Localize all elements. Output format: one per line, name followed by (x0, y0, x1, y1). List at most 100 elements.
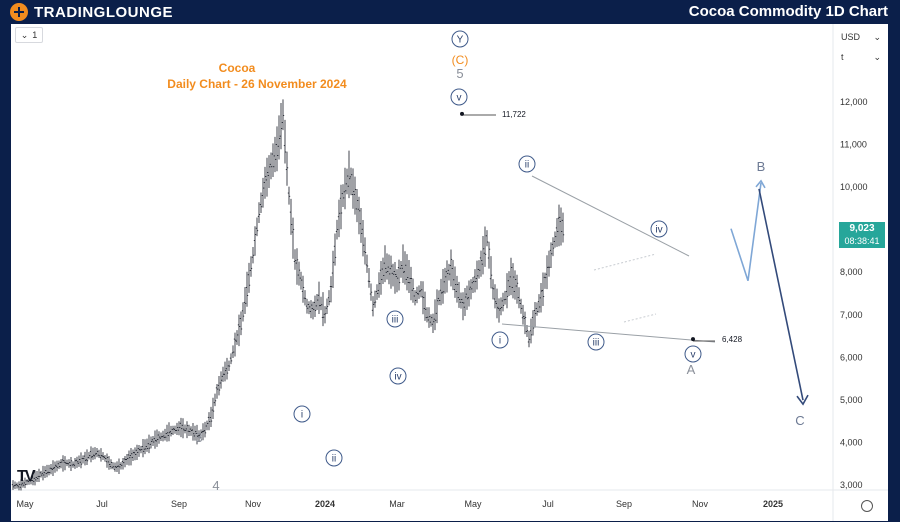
ohlc-bar (347, 150, 351, 199)
ohlc-bar (85, 449, 89, 465)
wave-circle-icon (518, 155, 536, 173)
ohlc-bar (73, 458, 77, 469)
time-tick-label: Nov (245, 499, 262, 509)
price-tick-label: 5,000 (840, 395, 863, 405)
time-axis[interactable]: May Jul Sep Nov 2024 Mar May Jul Sep Nov 2025 (16, 499, 783, 509)
ohlc-bar (369, 283, 373, 301)
wave-label: 4 (212, 478, 219, 493)
ohlc-bar (223, 361, 227, 382)
key-level-label: 6,428 (722, 335, 743, 344)
wave-label: B (757, 159, 766, 174)
ohlc-bar (123, 455, 127, 468)
ohlc-bar (23, 477, 27, 489)
ohlc-bar (359, 207, 363, 243)
price-tick-label: 6,000 (840, 352, 863, 362)
brand-logo-icon (10, 3, 28, 21)
ohlc-bar (513, 270, 517, 300)
time-tick-label: May (464, 499, 482, 509)
currency-selector[interactable]: USD ⌄ (837, 28, 885, 46)
ohlc-bar (275, 126, 279, 172)
scale-label: t (841, 52, 844, 62)
wave-label: 5 (456, 66, 463, 81)
scale-selector[interactable]: t ⌄ (837, 48, 885, 66)
ohlc-bar (465, 285, 469, 310)
ohlc-bar (189, 426, 193, 436)
ohlc-bar (409, 266, 413, 301)
wave-label: iii (386, 310, 404, 328)
wave-label-text: iv (655, 225, 662, 236)
gear-icon[interactable] (861, 500, 873, 512)
brand: TRADINGLOUNGE (10, 3, 173, 21)
wave-label-text: C (795, 413, 804, 428)
ohlc-bar (183, 424, 187, 434)
ohlc-bar (447, 263, 451, 281)
ohlc-bar (301, 275, 305, 303)
ohlc-bar (457, 281, 461, 308)
ohlc-bar (357, 196, 361, 235)
ohlc-bar (293, 249, 297, 270)
ohlc-bar (77, 455, 81, 467)
ohlc-bar (503, 290, 507, 305)
ohlc-bar (27, 478, 31, 485)
interval-selector[interactable]: ⌄ 1 (15, 27, 43, 43)
ohlc-bar (375, 284, 379, 300)
ohlc-bar (443, 267, 447, 294)
ohlc-bar (391, 263, 395, 287)
ohlc-bar (59, 459, 63, 469)
ohlc-bar (147, 434, 151, 454)
ohlc-bar (255, 217, 259, 237)
price-chart[interactable]: 12,00011,00010,0009,0008,0007,0006,0005,… (11, 24, 888, 521)
ohlc-bar (43, 466, 47, 479)
ohlc-bar (119, 462, 123, 470)
wave-label-text: A (687, 362, 696, 377)
ohlc-bar (263, 166, 267, 199)
ohlc-bar (379, 261, 383, 295)
ohlc-bar (387, 254, 391, 285)
ohlc-bar (341, 184, 345, 207)
ohlc-bar (285, 151, 289, 186)
chart-area[interactable]: ⌄ 1 USD ⌄ t ⌄ 12,00011,00010,0009,0008,0… (11, 24, 888, 521)
wave-label-text: ii (525, 160, 529, 171)
key-level-label: 11,722 (502, 110, 526, 119)
ohlc-bar (243, 287, 247, 315)
price-bars (11, 99, 565, 491)
ohlc-bar (151, 436, 155, 447)
ohlc-bar (385, 253, 389, 280)
ohlc-bar (389, 255, 393, 289)
ohlc-bar (79, 452, 83, 469)
ohlc-bar (107, 455, 111, 470)
ohlc-bar (47, 464, 51, 476)
ohlc-bar (495, 288, 499, 319)
ohlc-bar (247, 262, 251, 293)
ohlc-bar (35, 471, 39, 482)
ohlc-bar (269, 152, 273, 180)
ohlc-bar (473, 269, 477, 293)
ohlc-bar (549, 242, 553, 269)
ohlc-bar (279, 103, 283, 150)
ohlc-bar (135, 444, 139, 460)
ohlc-bar (113, 462, 117, 472)
ohlc-bar (367, 268, 371, 288)
ohlc-bar (333, 233, 337, 266)
ohlc-bar (219, 371, 223, 389)
price-axis[interactable]: 12,00011,00010,0009,0008,0007,0006,0005,… (840, 97, 868, 490)
ohlc-bar (461, 292, 465, 321)
ohlc-bar (445, 260, 449, 293)
ohlc-bar (195, 424, 199, 445)
time-tick-label: Jul (542, 499, 554, 509)
wave-label-text: iv (394, 372, 401, 383)
ohlc-bar (41, 465, 45, 481)
ohlc-bar (525, 325, 529, 337)
ohlc-bar (321, 292, 325, 327)
ohlc-bar (31, 473, 35, 486)
price-tick-label: 11,000 (840, 140, 867, 150)
wave-label: A (687, 362, 696, 377)
ohlc-bar (149, 436, 153, 449)
ohlc-bar (153, 430, 157, 449)
chevron-down-icon: ⌄ (873, 31, 881, 42)
arrow-up-icon (755, 179, 766, 189)
ohlc-bar (467, 280, 471, 307)
wave-circle-icon (451, 30, 469, 48)
ohlc-bar (463, 287, 467, 317)
ohlc-bar (377, 272, 381, 298)
